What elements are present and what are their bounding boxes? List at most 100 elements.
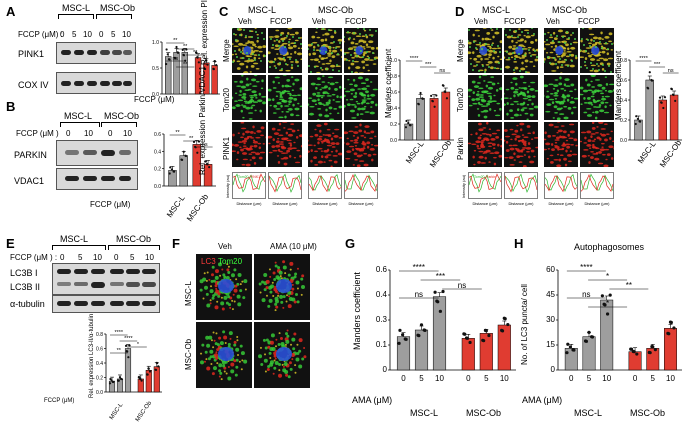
x-tick-label: 5 — [587, 374, 592, 383]
y-tick-label: 0.5 — [152, 66, 159, 72]
row-label-lc3b-ii: LC3B II — [10, 282, 40, 292]
x-tick-label: 0 — [569, 374, 574, 383]
intensity-profile-plot: Distance (μm) — [544, 172, 578, 206]
legend-item: Tom20 — [474, 175, 485, 179]
data-point — [569, 345, 572, 348]
x-tick-label: 10 — [602, 374, 611, 383]
row-label-parkin: PARKIN — [14, 150, 47, 160]
data-point — [432, 100, 434, 102]
data-point — [601, 294, 604, 297]
data-point — [647, 87, 649, 89]
x-axis-title: Distance (μm) — [473, 201, 499, 206]
x-axis-title: Distance (μm) — [585, 201, 611, 206]
intensity-profile-plot: Distance (μm) — [344, 172, 378, 206]
dose-label: 0 — [99, 30, 103, 39]
row-label-merge: Merge — [456, 39, 465, 62]
x-axis-title: Distance (μm) — [549, 201, 575, 206]
data-point — [435, 94, 437, 96]
column-label: FCCP — [345, 17, 367, 26]
data-point — [635, 123, 637, 125]
group-label-msc-ob: MSC-Ob — [552, 5, 587, 15]
y-tick-label: 1.0 — [152, 40, 159, 46]
data-point — [125, 345, 127, 347]
data-point — [430, 95, 432, 97]
y-tick-label: 0.1 — [376, 340, 388, 349]
x-tick-label: 10 — [666, 374, 675, 383]
x-tick-label: 10 — [435, 374, 444, 383]
dose-label: 5 — [78, 253, 82, 262]
panel-label-h: H — [514, 236, 523, 251]
significance-label: ns — [415, 290, 423, 299]
x-tick-label: 0 — [466, 374, 471, 383]
data-point — [147, 374, 149, 376]
data-point — [585, 340, 588, 343]
y-tick-label: 0.4 — [376, 290, 388, 299]
row-label-pink1: PINK1 — [222, 137, 231, 160]
y-tick-label: 0.0 — [390, 138, 397, 144]
data-point — [195, 146, 197, 148]
micrograph-red — [232, 122, 266, 167]
data-point — [185, 155, 187, 157]
data-point — [661, 102, 663, 104]
panel-label-a: A — [6, 4, 15, 19]
bar — [397, 337, 410, 370]
data-point — [463, 333, 466, 336]
micrograph-red — [580, 122, 614, 167]
x-tick-label: 10 — [500, 374, 509, 383]
significance-label: ns — [582, 290, 590, 299]
y-tick-label: 0.2 — [154, 167, 161, 173]
x-tick-label: 5 — [651, 374, 656, 383]
dose-label: 10 — [123, 129, 132, 138]
x-axis-title: FCCP (μM) — [90, 200, 130, 209]
data-point — [155, 369, 157, 371]
group-bracket — [96, 14, 132, 19]
data-point — [420, 323, 423, 326]
row-label-lc3b-i: LC3B I — [10, 268, 38, 278]
dose-label: 0 — [66, 129, 70, 138]
y-tick-label: 0.0 — [620, 138, 627, 144]
fccp-label: FCCP (μM ) : — [10, 253, 57, 262]
data-point — [566, 343, 569, 346]
y-tick-label: 0.6 — [154, 132, 161, 138]
y-tick-label: 0.2 — [390, 122, 397, 128]
data-point — [501, 329, 504, 332]
bar — [462, 338, 475, 370]
group-bracket — [108, 245, 160, 250]
data-point — [109, 382, 111, 384]
row-label-merge: Merge — [222, 39, 231, 62]
dose-label: 0 — [60, 253, 64, 262]
y-axis-title: Manders coefficient — [352, 272, 362, 350]
dose-label: 0 — [60, 30, 64, 39]
micrograph-lc3-tom20 — [254, 254, 310, 320]
y-axis-title: Rel. expression LC3-II/α-tubulin — [88, 314, 96, 398]
y-tick-label: 45 — [546, 290, 555, 299]
western-blot-vdac1 — [56, 168, 138, 190]
significance-label: ns — [668, 68, 674, 74]
group-label-msc-l: MSC-L — [64, 111, 92, 121]
micrograph-lc3-tom20 — [196, 322, 252, 388]
x-group-label: MSC-L — [410, 408, 438, 418]
column-label: Veh — [546, 17, 560, 26]
bar — [433, 297, 446, 370]
significance-label: *** — [654, 62, 661, 68]
data-point — [487, 334, 490, 337]
y-axis-title: Manders coefficient — [384, 49, 393, 118]
micrograph-red — [468, 122, 502, 167]
data-point — [482, 339, 485, 342]
data-point — [635, 352, 638, 355]
data-point — [214, 60, 216, 62]
y-tick-label: 0.3 — [376, 315, 388, 324]
y-tick-label: 0.0 — [96, 390, 103, 396]
data-point — [422, 98, 424, 100]
data-point — [671, 88, 673, 90]
data-point — [672, 94, 674, 96]
data-point — [405, 120, 407, 122]
data-point — [609, 294, 612, 297]
bar — [646, 80, 654, 140]
micrograph-red — [308, 122, 342, 167]
x-group-label: MSC-Ob — [630, 408, 665, 418]
intensity-profile-plot: Distance (μm) — [504, 172, 538, 206]
micrograph-green — [544, 75, 578, 120]
significance-label: * — [606, 299, 609, 308]
x-axis-title: Distance (μm) — [313, 201, 339, 206]
